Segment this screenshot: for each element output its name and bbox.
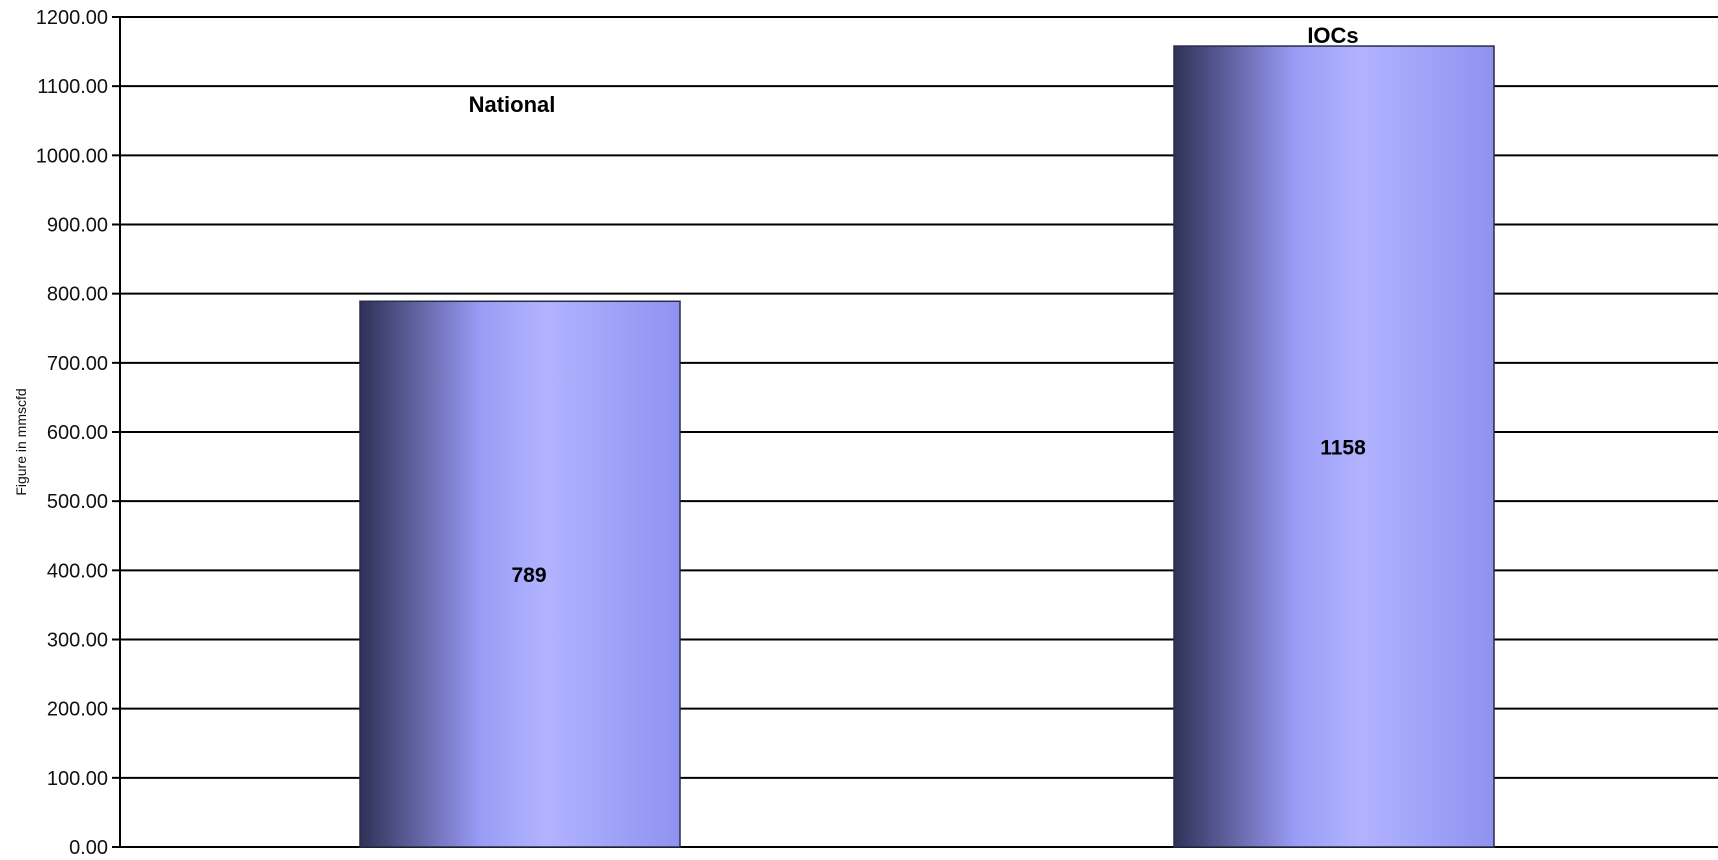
y-tick-label: 700.00 bbox=[47, 353, 108, 375]
y-axis-label: Figure in mmscfd bbox=[13, 388, 29, 495]
y-tick-label: 900.00 bbox=[47, 215, 108, 237]
bar-national bbox=[359, 300, 681, 848]
axes bbox=[112, 16, 121, 848]
y-tick-label: 800.00 bbox=[47, 284, 108, 306]
data-label: 789 bbox=[511, 564, 546, 587]
category-label: IOCs bbox=[1307, 23, 1358, 48]
y-tick-label: 1100.00 bbox=[37, 76, 108, 98]
labels: 0.00 100.00 200.00 300.00 400.00 500.00 600.00… bbox=[13, 7, 1366, 859]
y-tick-label: 600.00 bbox=[47, 422, 108, 444]
y-tick-label: 200.00 bbox=[47, 699, 108, 721]
y-tick-label: 500.00 bbox=[47, 491, 108, 513]
bar-iocs bbox=[1173, 45, 1495, 848]
y-tick-label: 300.00 bbox=[47, 630, 108, 652]
y-tick-label: 1200.00 bbox=[36, 7, 108, 29]
y-tick-label: 100.00 bbox=[47, 768, 108, 790]
data-label: 1158 bbox=[1320, 437, 1366, 460]
y-tick-label: 400.00 bbox=[47, 560, 108, 582]
y-tick-label: 0.00 bbox=[69, 837, 108, 859]
y-tick-label: 1000.00 bbox=[36, 145, 108, 167]
bars bbox=[359, 45, 1495, 848]
category-label: National bbox=[469, 92, 556, 117]
